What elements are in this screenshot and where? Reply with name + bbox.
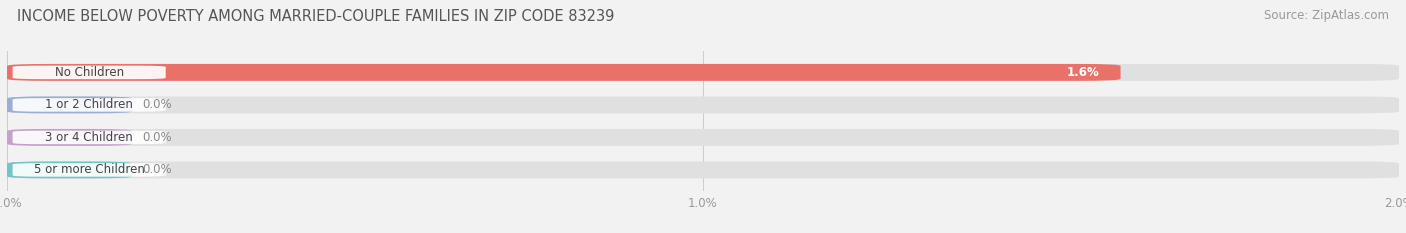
Text: No Children: No Children [55, 66, 124, 79]
FancyBboxPatch shape [7, 96, 132, 113]
FancyBboxPatch shape [7, 161, 1399, 178]
Text: INCOME BELOW POVERTY AMONG MARRIED-COUPLE FAMILIES IN ZIP CODE 83239: INCOME BELOW POVERTY AMONG MARRIED-COUPL… [17, 9, 614, 24]
Text: 0.0%: 0.0% [143, 131, 173, 144]
Text: 0.0%: 0.0% [143, 163, 173, 176]
Text: 5 or more Children: 5 or more Children [34, 163, 145, 176]
FancyBboxPatch shape [13, 66, 166, 79]
FancyBboxPatch shape [7, 129, 132, 146]
Text: 1.6%: 1.6% [1067, 66, 1099, 79]
Text: Source: ZipAtlas.com: Source: ZipAtlas.com [1264, 9, 1389, 22]
FancyBboxPatch shape [13, 98, 166, 112]
Text: 1 or 2 Children: 1 or 2 Children [45, 98, 134, 111]
Text: 3 or 4 Children: 3 or 4 Children [45, 131, 134, 144]
FancyBboxPatch shape [13, 163, 166, 177]
FancyBboxPatch shape [7, 64, 1121, 81]
FancyBboxPatch shape [7, 129, 1399, 146]
FancyBboxPatch shape [7, 64, 1399, 81]
Text: 0.0%: 0.0% [143, 98, 173, 111]
FancyBboxPatch shape [7, 161, 132, 178]
FancyBboxPatch shape [13, 131, 166, 144]
FancyBboxPatch shape [7, 96, 1399, 113]
